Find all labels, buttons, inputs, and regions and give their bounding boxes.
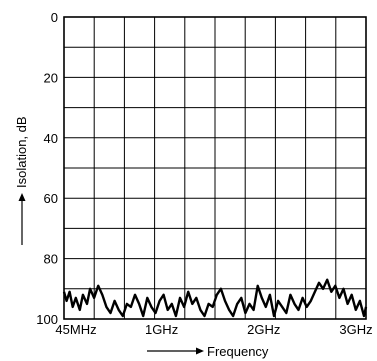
y-tick-labels: 0 20 40 60 80 100 — [36, 10, 58, 327]
y-tick-label: 0 — [51, 10, 58, 25]
x-axis-arrow-head — [196, 347, 204, 355]
series-layer — [62, 278, 368, 318]
grid — [64, 17, 366, 319]
x-tick-label: 1GHz — [145, 322, 178, 337]
y-tick-label: 100 — [36, 312, 58, 327]
y-tick-label: 40 — [44, 131, 58, 146]
x-tick-labels: 45MHz 1GHz 2GHz 3GHz — [55, 322, 372, 337]
y-tick-label: 20 — [44, 70, 58, 85]
y-tick-label: 60 — [44, 191, 58, 206]
x-axis-title: Frequency — [207, 344, 269, 359]
y-tick-label: 80 — [44, 252, 58, 267]
plot-frame — [63, 16, 367, 320]
y-axis-arrow-head — [18, 193, 26, 201]
y-axis-title: Isolation, dB — [14, 116, 29, 188]
x-tick-label: 2GHz — [247, 322, 280, 337]
x-axis-title-group: Frequency — [147, 344, 269, 359]
x-tick-label: 3GHz — [339, 322, 372, 337]
isolation-series-line — [62, 278, 368, 318]
y-axis-title-group: Isolation, dB — [14, 116, 29, 245]
x-tick-label: 45MHz — [55, 322, 96, 337]
